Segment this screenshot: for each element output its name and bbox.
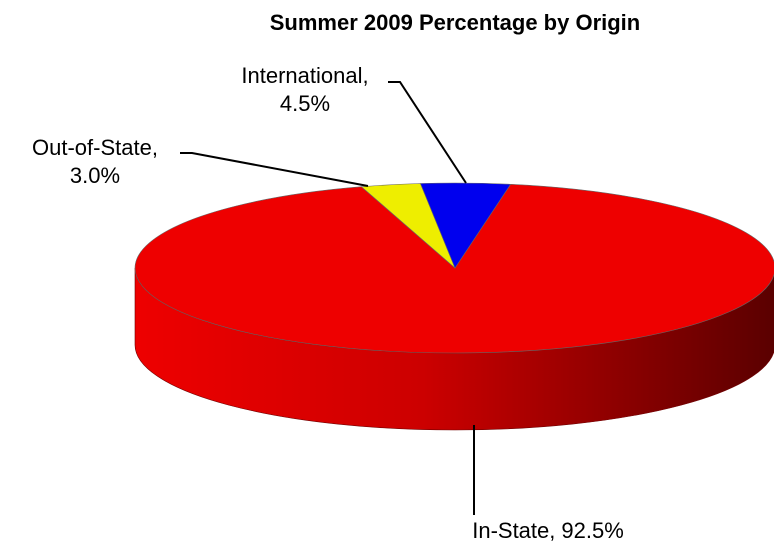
- label-category: In-State,: [472, 518, 555, 543]
- label-value: 92.5%: [561, 518, 623, 543]
- data-label: In-State, 92.5%: [472, 518, 624, 543]
- chart-title: Summer 2009 Percentage by Origin: [270, 10, 641, 35]
- label-category: Out-of-State,: [32, 135, 158, 160]
- data-label: Out-of-State, 3.0%: [32, 135, 158, 188]
- pie-slice: [134, 183, 774, 354]
- leader-line: [180, 152, 369, 187]
- leader-line: [388, 81, 467, 184]
- data-label: International, 4.5%: [241, 63, 368, 116]
- label-value: 3.0%: [70, 163, 120, 188]
- label-category: International,: [241, 63, 368, 88]
- label-value: 4.5%: [280, 91, 330, 116]
